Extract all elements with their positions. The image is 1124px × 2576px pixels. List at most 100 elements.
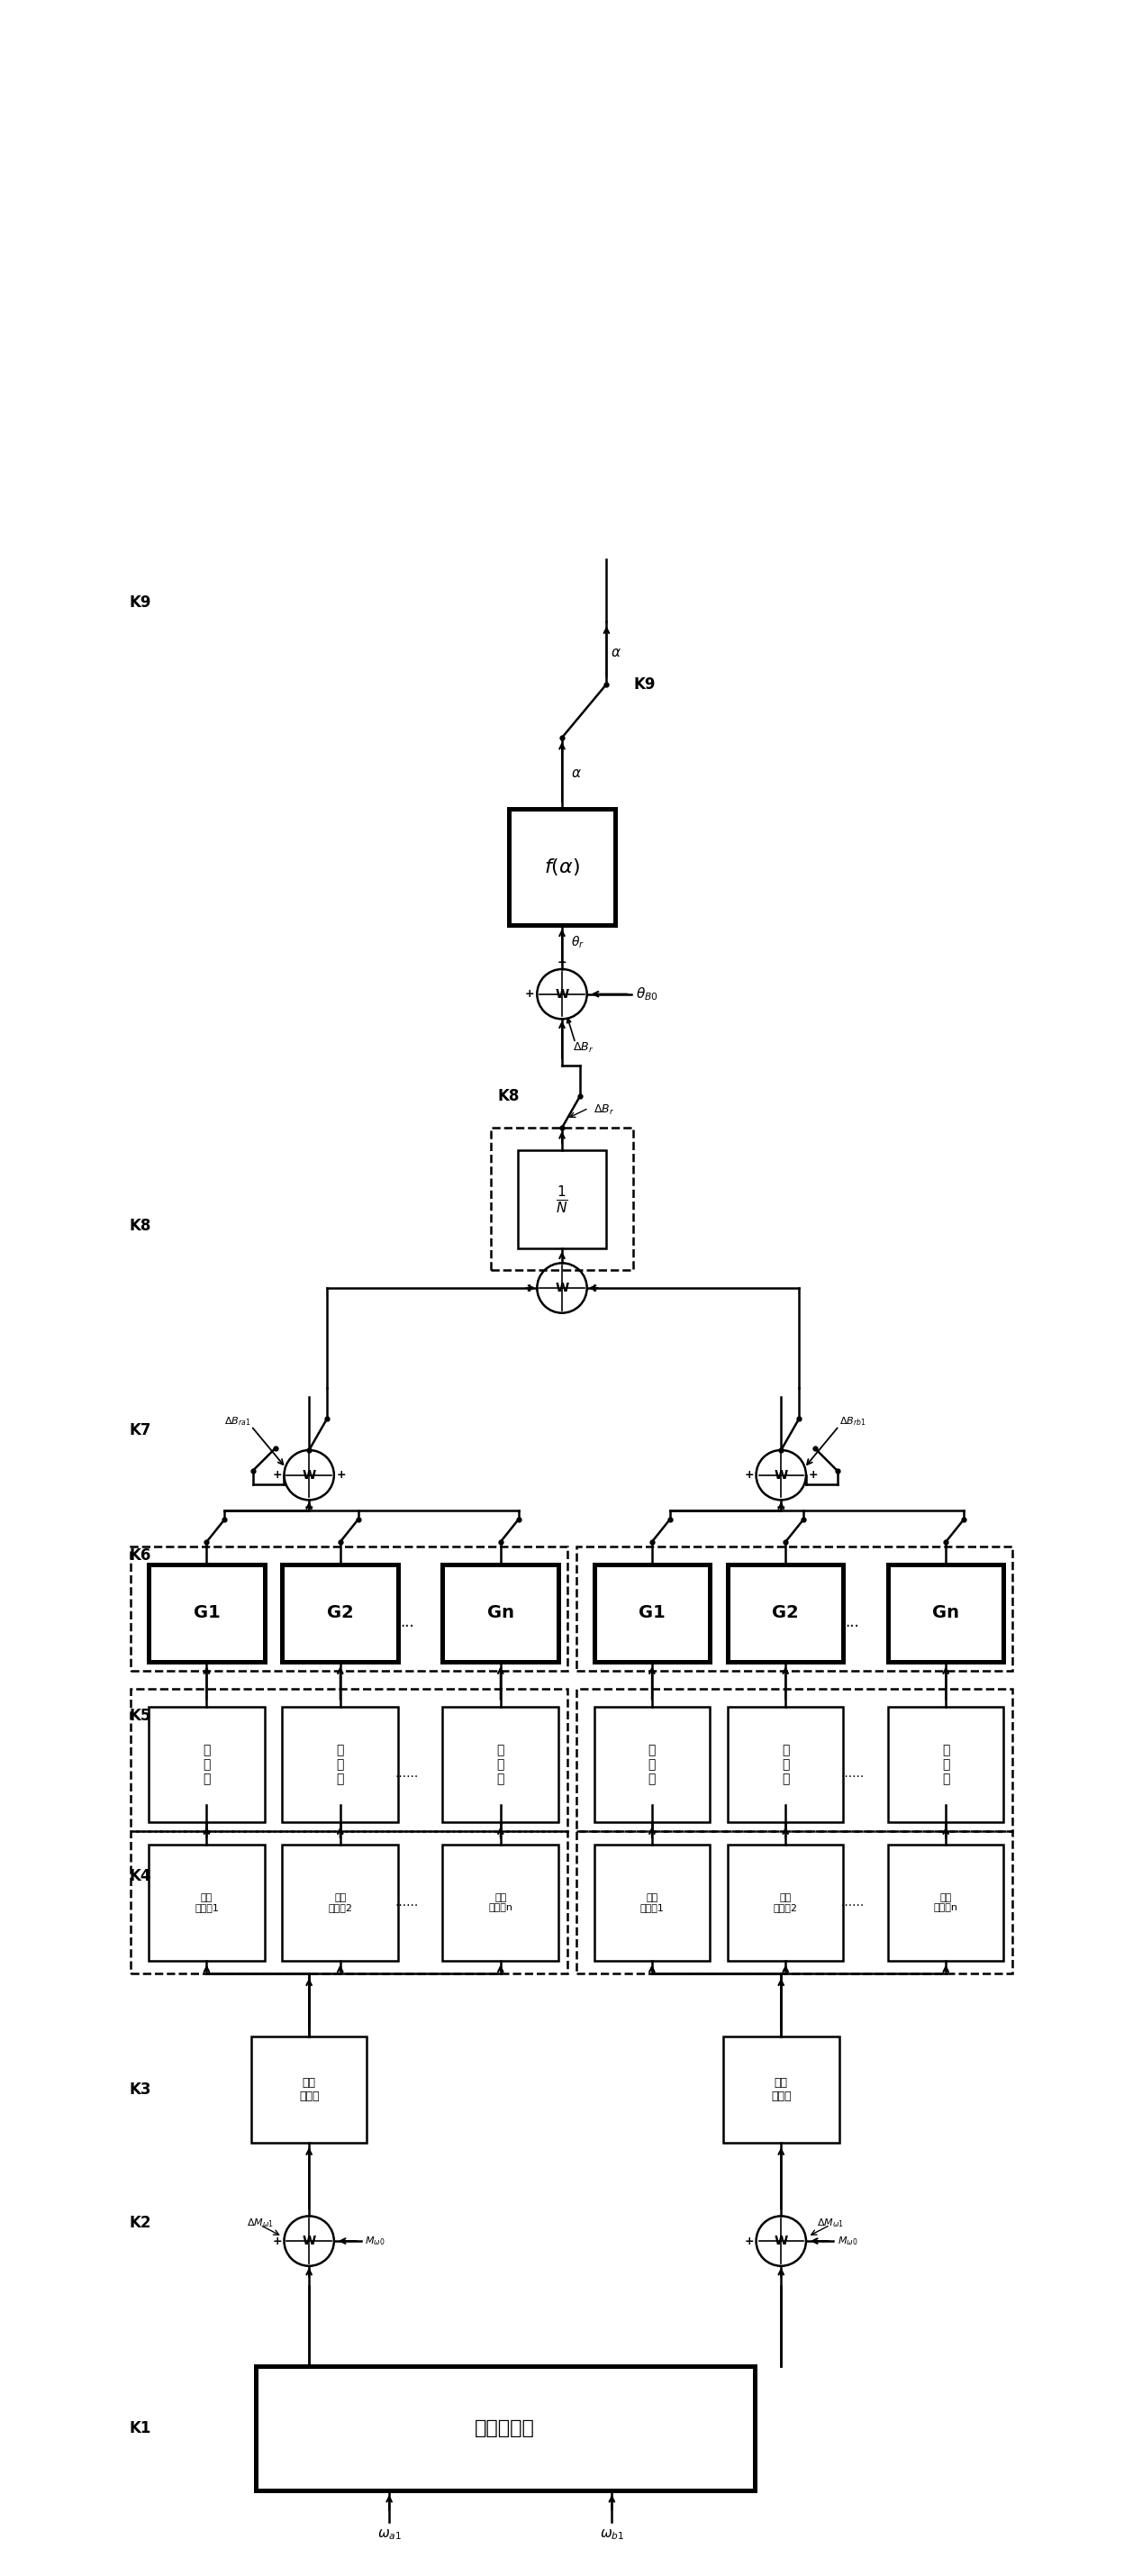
Text: +: + (525, 989, 535, 999)
Circle shape (756, 2215, 806, 2267)
Text: W: W (555, 1283, 569, 1293)
Text: 带通
滤波器2: 带通 滤波器2 (773, 1893, 798, 1911)
Text: K6: K6 (129, 1548, 151, 1564)
Bar (130, 1690, 568, 1832)
Text: Gn: Gn (932, 1605, 960, 1623)
Text: 滤
波
器: 滤 波 器 (942, 1744, 950, 1785)
Text: 滤
波
器: 滤 波 器 (336, 1744, 344, 1785)
Bar (148, 1844, 264, 1960)
Text: 滤
波
器: 滤 波 器 (497, 1744, 505, 1785)
Text: $\frac{1}{N}$: $\frac{1}{N}$ (556, 1182, 568, 1216)
Text: $\alpha$: $\alpha$ (571, 768, 581, 781)
Text: W: W (302, 1468, 316, 1481)
Text: $\theta_{B0}$: $\theta_{B0}$ (636, 987, 659, 1002)
Text: K9: K9 (633, 675, 655, 693)
Bar (508, 809, 616, 925)
Text: +: + (744, 1468, 754, 1481)
Text: $\alpha$: $\alpha$ (611, 647, 622, 659)
Text: 带通
滤波器2: 带通 滤波器2 (328, 1893, 353, 1911)
Text: ......: ...... (396, 1767, 419, 1780)
Text: K8: K8 (129, 1218, 151, 1234)
Bar (577, 1832, 1013, 1973)
Bar (130, 1832, 568, 1973)
Text: W: W (774, 1468, 788, 1481)
Bar (595, 1708, 710, 1821)
Text: K7: K7 (129, 1422, 151, 1437)
Text: $\Delta B_r$: $\Delta B_r$ (593, 1103, 614, 1115)
Text: K4: K4 (129, 1868, 151, 1883)
Text: 滤
波
器: 滤 波 器 (202, 1744, 210, 1785)
Bar (251, 2035, 366, 2143)
Text: ......: ...... (396, 1896, 419, 1909)
Text: 带通
滤波器1: 带通 滤波器1 (640, 1893, 664, 1911)
Text: 频率测量器: 频率测量器 (474, 2419, 535, 2437)
Bar (723, 2035, 839, 2143)
Text: +: + (808, 1468, 818, 1481)
Bar (727, 1708, 843, 1821)
Text: K5: K5 (129, 1708, 151, 1723)
Text: $\Delta M_{\omega 1}$: $\Delta M_{\omega 1}$ (246, 2218, 273, 2228)
Bar (888, 1844, 1004, 1960)
Text: K9: K9 (129, 595, 151, 611)
Text: +: + (336, 1468, 346, 1481)
Text: K8: K8 (498, 1090, 519, 1105)
Bar (517, 1149, 607, 1247)
Text: -: - (779, 2267, 783, 2280)
Circle shape (537, 969, 587, 1020)
Bar (282, 1708, 398, 1821)
Text: $M_{\omega 0}$: $M_{\omega 0}$ (837, 2236, 858, 2246)
Text: K1: K1 (129, 2419, 151, 2437)
Text: $\theta_r$: $\theta_r$ (571, 935, 584, 951)
Bar (888, 1564, 1004, 1662)
Text: W: W (555, 987, 569, 999)
Bar (130, 1546, 568, 1672)
Text: Gn: Gn (487, 1605, 514, 1623)
Bar (577, 1690, 1013, 1832)
Circle shape (284, 2215, 334, 2267)
Text: $\omega_{a1}$: $\omega_{a1}$ (377, 2527, 401, 2543)
Bar (491, 1128, 633, 1270)
Text: $f(\alpha)$: $f(\alpha)$ (544, 855, 580, 876)
Bar (888, 1708, 1004, 1821)
Bar (727, 1564, 843, 1662)
Text: +: + (589, 1283, 599, 1293)
Text: G1: G1 (193, 1605, 220, 1623)
Text: K3: K3 (129, 2081, 151, 2097)
Circle shape (284, 1450, 334, 1499)
Text: ......: ...... (841, 1767, 864, 1780)
Bar (443, 1564, 559, 1662)
Circle shape (756, 1450, 806, 1499)
Bar (255, 2365, 754, 2491)
Bar (577, 1546, 1013, 1672)
Text: $\Delta B_{ra1}$: $\Delta B_{ra1}$ (225, 1414, 251, 1427)
Text: +: + (272, 1468, 282, 1481)
Circle shape (537, 1262, 587, 1314)
Text: 滤
波
器: 滤 波 器 (649, 1744, 655, 1785)
Bar (148, 1564, 264, 1662)
Text: G1: G1 (638, 1605, 665, 1623)
Text: +: + (525, 1283, 535, 1293)
Text: +: + (305, 1502, 314, 1512)
Bar (282, 1844, 398, 1960)
Bar (595, 1844, 710, 1960)
Text: +: + (272, 2236, 282, 2246)
Text: K2: K2 (129, 2215, 151, 2231)
Text: W: W (774, 2236, 788, 2246)
Text: 带通
滤波器: 带通 滤波器 (299, 2076, 319, 2102)
Text: +: + (777, 1502, 786, 1512)
Bar (595, 1564, 710, 1662)
Text: 带通
滤波器: 带通 滤波器 (771, 2076, 791, 2102)
Text: +: + (558, 956, 566, 969)
Text: $M_{\omega 0}$: $M_{\omega 0}$ (365, 2236, 386, 2246)
Text: 带通
滤波器n: 带通 滤波器n (489, 1893, 513, 1911)
Text: ...: ... (845, 1615, 860, 1631)
Text: 带通
滤波器1: 带通 滤波器1 (194, 1893, 219, 1911)
Bar (443, 1844, 559, 1960)
Bar (282, 1564, 398, 1662)
Bar (727, 1844, 843, 1960)
Text: +: + (744, 2236, 754, 2246)
Text: $\Delta M_{\omega 1}$: $\Delta M_{\omega 1}$ (816, 2218, 844, 2228)
Text: G2: G2 (327, 1605, 354, 1623)
Text: $\omega_{b1}$: $\omega_{b1}$ (599, 2527, 624, 2543)
Bar (148, 1708, 264, 1821)
